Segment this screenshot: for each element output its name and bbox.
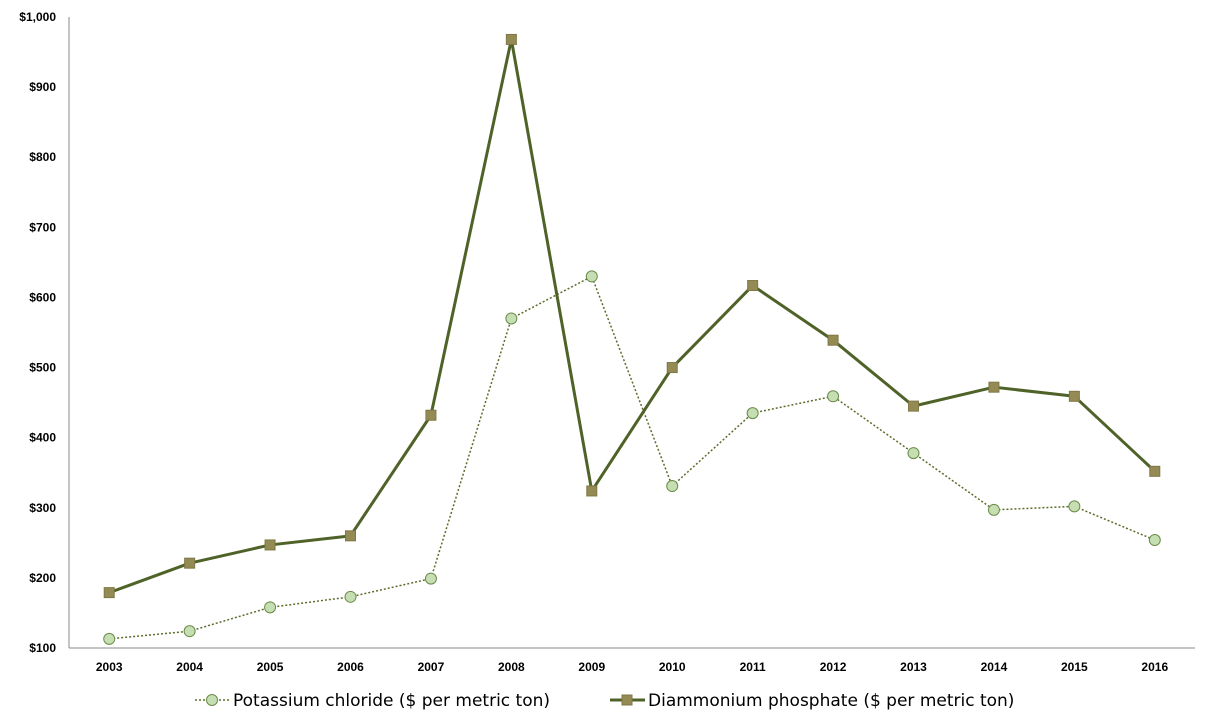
y-tick-label: $900 bbox=[29, 80, 56, 94]
data-point bbox=[586, 485, 598, 497]
axes bbox=[68, 17, 1195, 649]
data-point bbox=[505, 33, 517, 45]
data-point bbox=[103, 587, 115, 599]
x-tick-label: 2005 bbox=[257, 660, 284, 674]
legend-marker-potassium-chloride bbox=[206, 694, 218, 706]
x-tick-label: 2013 bbox=[900, 660, 927, 674]
data-point bbox=[746, 407, 759, 420]
data-point bbox=[264, 601, 277, 614]
data-point bbox=[1149, 465, 1161, 477]
x-tick-label: 2015 bbox=[1061, 660, 1088, 674]
data-point bbox=[987, 503, 1000, 516]
series-line-1 bbox=[108, 37, 1156, 595]
legend-marker-diammonium-phosphate bbox=[621, 694, 633, 706]
y-tick-label: $400 bbox=[29, 431, 56, 445]
data-point bbox=[666, 362, 678, 374]
data-point bbox=[988, 381, 1000, 393]
series-0 bbox=[103, 270, 1161, 645]
y-tick-label: $500 bbox=[29, 361, 56, 375]
data-point bbox=[103, 632, 116, 645]
data-point bbox=[907, 447, 920, 460]
x-tick-label: 2012 bbox=[820, 660, 847, 674]
data-point bbox=[264, 539, 276, 551]
series-1 bbox=[103, 33, 1161, 599]
legend-item-potassium-chloride: Potassium chloride ($ per metric ton) bbox=[195, 691, 550, 711]
data-point bbox=[827, 334, 839, 346]
legend: Potassium chloride ($ per metric ton) Di… bbox=[195, 691, 1014, 711]
data-point bbox=[827, 390, 840, 403]
data-point bbox=[666, 480, 679, 493]
y-tick-labels: $100 $200 $300 $400 $500 $600 $700 $800 $900 $1,0… bbox=[19, 10, 56, 655]
x-tick-label: 2016 bbox=[1141, 660, 1168, 674]
series-line-0 bbox=[109, 275, 1156, 640]
data-point bbox=[183, 625, 196, 638]
data-point bbox=[184, 557, 196, 569]
y-tick-label: $100 bbox=[29, 641, 56, 655]
data-point bbox=[585, 270, 598, 283]
data-point bbox=[908, 400, 919, 412]
data-point bbox=[1068, 500, 1081, 513]
data-point bbox=[424, 572, 437, 585]
legend-label-diammonium-phosphate: Diammonium phosphate ($ per metric ton) bbox=[648, 691, 1014, 711]
x-tick-label: 2007 bbox=[418, 660, 445, 674]
data-point bbox=[425, 409, 437, 421]
x-tick-labels: 2003 2004 2005 2006 2007 2008 2009 2010 2011 2012… bbox=[96, 660, 1169, 674]
y-tick-label: $600 bbox=[29, 290, 56, 304]
x-tick-label: 2008 bbox=[498, 660, 525, 674]
y-tick-label: $700 bbox=[29, 220, 56, 234]
data-point bbox=[1148, 534, 1161, 547]
x-tick-label: 2004 bbox=[176, 660, 203, 674]
legend-item-diammonium-phosphate: Diammonium phosphate ($ per metric ton) bbox=[610, 691, 1014, 711]
data-point bbox=[345, 530, 356, 542]
y-tick-label: $1,000 bbox=[19, 10, 56, 24]
data-point bbox=[505, 312, 518, 325]
x-tick-label: 2011 bbox=[740, 660, 766, 674]
x-tick-label: 2010 bbox=[659, 660, 686, 674]
y-tick-label: $200 bbox=[29, 571, 56, 585]
y-tick-label: $800 bbox=[29, 150, 56, 164]
data-point bbox=[747, 280, 759, 292]
x-tick-label: 2003 bbox=[96, 660, 123, 674]
y-tick-label: $300 bbox=[29, 501, 56, 515]
x-tick-label: 2014 bbox=[981, 660, 1008, 674]
series-layer bbox=[103, 33, 1161, 645]
legend-label-potassium-chloride: Potassium chloride ($ per metric ton) bbox=[233, 691, 550, 711]
x-tick-label: 2006 bbox=[337, 660, 364, 674]
data-point bbox=[1068, 390, 1080, 402]
x-tick-label: 2009 bbox=[578, 660, 605, 674]
data-point bbox=[344, 590, 357, 603]
